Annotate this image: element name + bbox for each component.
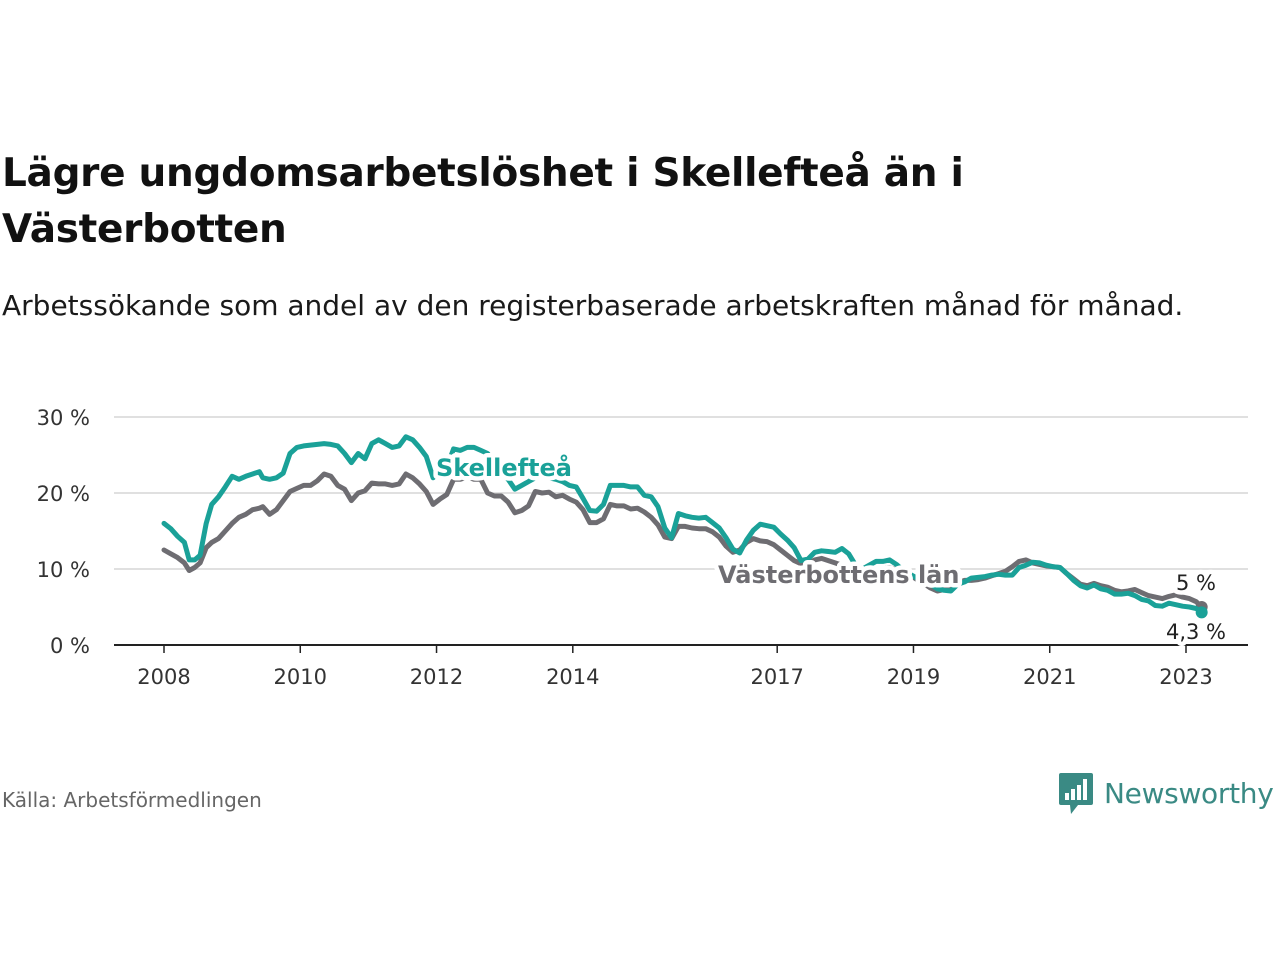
series-label-vasterbotten-halo: Västerbottens län xyxy=(718,561,959,589)
x-tick-label: 2012 xyxy=(410,665,463,689)
x-tick-label: 2021 xyxy=(1023,665,1076,689)
series-end-point-1 xyxy=(1195,606,1208,619)
grid-lines xyxy=(114,416,1248,646)
source-note: Källa: Arbetsförmedlingen xyxy=(2,788,262,812)
series-label-vasterbotten: Västerbottens län xyxy=(718,561,959,589)
x-tick-label: 2008 xyxy=(137,665,190,689)
x-tick-label: 2023 xyxy=(1159,665,1212,689)
end-label-skelleftea-halo: 4,3 % xyxy=(1166,620,1226,644)
x-tick-label: 2019 xyxy=(887,665,940,689)
y-tick-label: 30 % xyxy=(37,406,90,430)
x-tick-label: 2014 xyxy=(546,665,599,689)
brand-name: Newsworthy xyxy=(1104,776,1274,810)
series-label-skelleftea: Skellefteå xyxy=(436,453,572,482)
x-axis-ticks: 2008 2010 2012 2014 2017 2019 2021 2023 xyxy=(137,645,1213,689)
series-line-0 xyxy=(161,471,1205,610)
series-label-skelleftea-halo: Skellefteå xyxy=(436,453,572,482)
y-tick-label: 0 % xyxy=(50,634,90,658)
brand-logo[interactable]: Newsworthy xyxy=(1058,771,1274,815)
x-tick-label: 2017 xyxy=(750,665,803,689)
series-lines xyxy=(161,434,1208,619)
chart-subtitle: Arbetssökande som andel av den registerb… xyxy=(2,289,1184,322)
series-line-1 xyxy=(161,434,1205,615)
bar-chart-speech-bubble-icon xyxy=(1059,773,1093,814)
end-label-vasterbotten-halo: 5 % xyxy=(1176,571,1216,595)
y-axis-ticks: 0 % 10 % 20 % 30 % xyxy=(37,406,90,658)
end-label-skelleftea: 4,3 % xyxy=(1166,620,1226,644)
x-tick-label: 2010 xyxy=(274,665,327,689)
line-chart: 0 % 10 % 20 % 30 % 2008 2010 2012 2014 2017 2019… xyxy=(37,406,1248,689)
y-tick-label: 20 % xyxy=(37,482,90,506)
end-label-vasterbotten: 5 % xyxy=(1176,571,1216,595)
y-tick-label: 10 % xyxy=(37,558,90,582)
chart-title: Lägre ungdomsarbetslöshet i Skellefteå ä… xyxy=(2,151,964,252)
